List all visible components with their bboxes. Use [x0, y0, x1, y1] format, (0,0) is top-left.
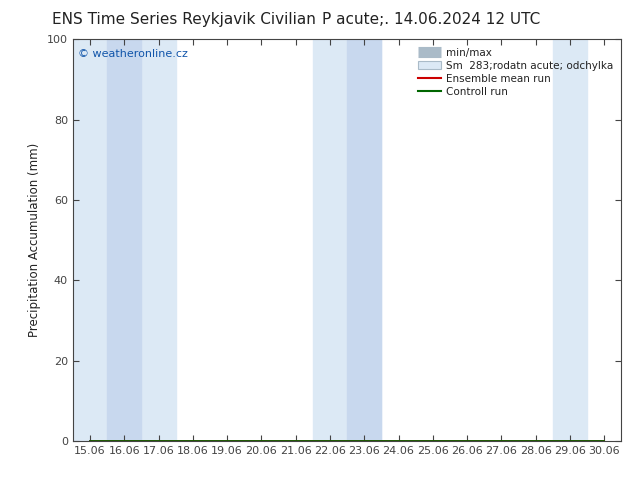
Legend: min/max, Sm  283;rodatn acute; odchylka, Ensemble mean run, Controll run: min/max, Sm 283;rodatn acute; odchylka, …: [415, 45, 616, 100]
Bar: [73, 39, 107, 441]
Text: © weatheronline.cz: © weatheronline.cz: [79, 49, 188, 59]
Bar: [313, 39, 347, 441]
Y-axis label: Precipitation Accumulation (mm): Precipitation Accumulation (mm): [29, 143, 41, 337]
Bar: [141, 39, 176, 441]
Bar: [347, 39, 382, 441]
Bar: [347, 39, 382, 441]
Text: ENS Time Series Reykjavik Civilian: ENS Time Series Reykjavik Civilian: [52, 12, 316, 27]
Bar: [553, 39, 587, 441]
Text: P acute;. 14.06.2024 12 UTC: P acute;. 14.06.2024 12 UTC: [322, 12, 540, 27]
Bar: [107, 39, 141, 441]
